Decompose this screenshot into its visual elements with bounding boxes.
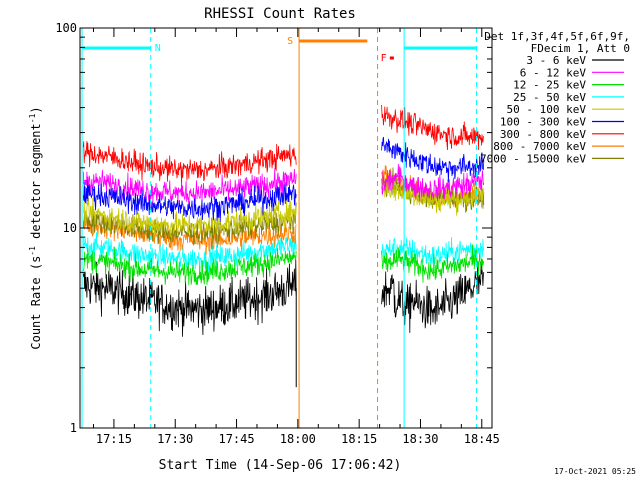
x-axis-label: Start Time (14-Sep-06 17:06:42) bbox=[159, 458, 402, 473]
y-tick-label: 10 bbox=[63, 221, 77, 235]
legend-label: 50 - 100 keV bbox=[507, 103, 587, 116]
series-line-0-orbit-1 bbox=[82, 259, 297, 337]
series-line-4-orbit-1 bbox=[82, 196, 297, 237]
legend: Det 1f,3f,4f,5f,6f,9f, FDecim 1, Att 0 3… bbox=[480, 30, 630, 165]
legend-label: 800 - 7000 keV bbox=[493, 140, 586, 153]
x-tick-label: 18:30 bbox=[402, 432, 438, 446]
series-line-0-orbit-2 bbox=[381, 261, 485, 333]
series-line-6-orbit-2 bbox=[381, 104, 485, 151]
series-layer bbox=[82, 104, 485, 388]
series-line-2-orbit-1 bbox=[82, 246, 297, 286]
flag-label-s: S bbox=[287, 36, 293, 47]
x-tick-label: 17:30 bbox=[157, 432, 193, 446]
x-tick-label: 17:15 bbox=[96, 432, 132, 446]
series-line-3-orbit-1 bbox=[82, 232, 297, 274]
y-axis-label: Count Rate (s-1 detector segment-1) bbox=[28, 106, 43, 349]
y-tick-label: 100 bbox=[55, 21, 77, 35]
series-line-4-orbit-2 bbox=[381, 177, 485, 216]
flag-label-n: N bbox=[155, 43, 161, 54]
x-tick-label: 18:15 bbox=[341, 432, 377, 446]
series-line-1-orbit-2 bbox=[381, 163, 485, 202]
x-tick-label: 18:00 bbox=[280, 432, 316, 446]
legend-header-line-2: FDecim 1, Att 0 bbox=[531, 42, 630, 55]
x-tick-label: 18:45 bbox=[464, 432, 500, 446]
legend-label: 12 - 25 keV bbox=[513, 79, 586, 92]
legend-label: 100 - 300 keV bbox=[500, 116, 586, 129]
legend-label: 300 - 800 keV bbox=[500, 128, 586, 141]
series-line-7-orbit-1 bbox=[82, 212, 297, 256]
legend-header-line-1: Det 1f,3f,4f,5f,6f,9f, bbox=[484, 30, 630, 43]
series-line-5-orbit-2 bbox=[381, 136, 485, 183]
timestamp: 17-Oct-2021 05:25 bbox=[554, 467, 636, 476]
x-tick-label: 17:45 bbox=[218, 432, 254, 446]
legend-label: 25 - 50 keV bbox=[513, 91, 586, 104]
flag-label-f: F bbox=[381, 53, 387, 64]
series-line-5-orbit-1 bbox=[82, 180, 297, 223]
series-line-1-orbit-1 bbox=[82, 168, 297, 207]
y-tick-label: 1 bbox=[70, 421, 77, 435]
axis-ticks: 17:15 17:30 17:45 18:00 18:15 18:30 18:45 1 10 10… bbox=[55, 21, 500, 446]
legend-label: 7000 - 15000 keV bbox=[480, 152, 586, 165]
legend-label: 3 - 6 keV bbox=[526, 54, 586, 67]
series-line-6-orbit-1 bbox=[82, 141, 297, 183]
series-line-2-orbit-2 bbox=[381, 244, 485, 283]
chart-title: RHESSI Count Rates bbox=[204, 6, 356, 22]
legend-label: 6 - 12 keV bbox=[520, 66, 587, 79]
